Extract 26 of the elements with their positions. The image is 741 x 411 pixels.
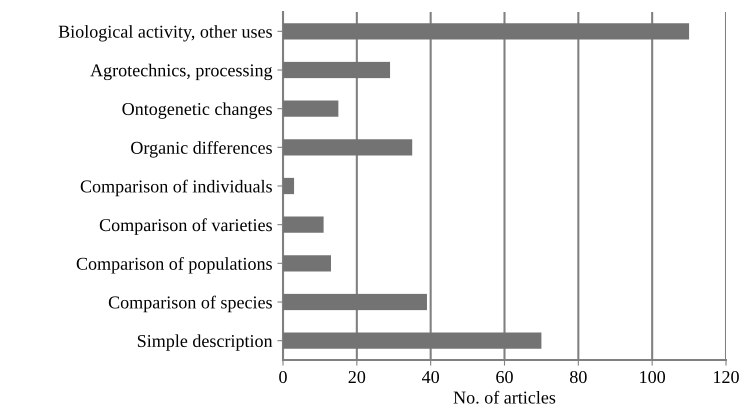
x-axis-title: No. of articles bbox=[454, 390, 556, 404]
bar bbox=[283, 332, 542, 349]
x-tick-label: 40 bbox=[422, 370, 440, 384]
y-tick-label: Simple description bbox=[138, 334, 272, 351]
y-tick-label: Biological activity, other uses bbox=[58, 25, 272, 42]
y-tick-label: Ontogenetic changes bbox=[122, 102, 272, 119]
bar bbox=[283, 139, 412, 156]
bar bbox=[283, 23, 690, 40]
y-tick-label: Organic differences bbox=[131, 140, 272, 158]
y-tick-label: Comparison of varieties bbox=[100, 218, 272, 235]
y-tick-label: Comparison of populations bbox=[76, 256, 272, 274]
x-tick-label: 60 bbox=[496, 370, 513, 384]
y-tick-label: Comparison of individuals bbox=[80, 180, 272, 196]
x-tick-label: 120 bbox=[714, 370, 739, 384]
x-tick-label: 100 bbox=[640, 370, 666, 384]
bar bbox=[283, 62, 390, 78]
bar bbox=[283, 216, 324, 233]
bar bbox=[283, 100, 338, 117]
y-tick-label: Comparison of species bbox=[108, 296, 272, 312]
x-tick-label: 20 bbox=[348, 370, 366, 384]
x-tick-label: 0 bbox=[279, 370, 287, 384]
bar bbox=[283, 178, 294, 194]
y-tick-label: Agrotechnics, processing bbox=[90, 64, 272, 80]
bar bbox=[283, 255, 331, 272]
x-tick-label: 80 bbox=[570, 370, 587, 384]
bar bbox=[283, 294, 427, 310]
